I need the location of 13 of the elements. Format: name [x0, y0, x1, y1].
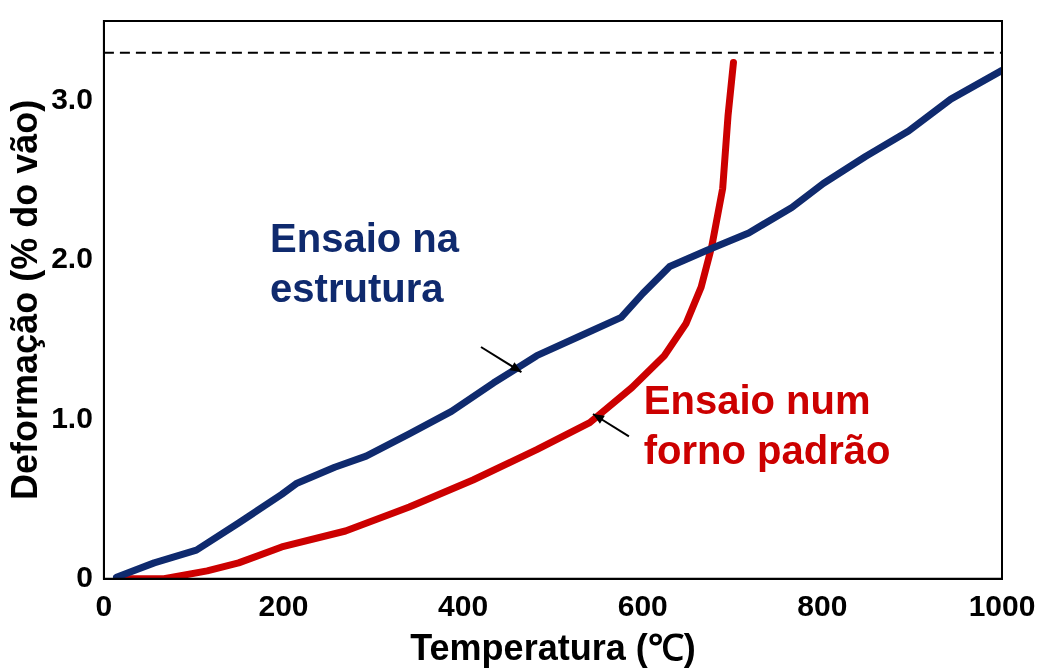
series-label: Ensaio na estrutura: [270, 216, 460, 311]
x-axis-title: Temperatura (℃): [410, 627, 696, 669]
x-tick-label: 1000: [968, 589, 1036, 623]
y-tick-label: 3.0: [51, 81, 93, 115]
x-tick-label: 800: [797, 589, 848, 623]
y-tick-label: 2.0: [51, 241, 93, 275]
x-tick-label: 200: [258, 589, 309, 623]
y-tick-label: 1.0: [51, 400, 93, 434]
x-tick-label: 400: [438, 589, 489, 623]
y-tick-label: 0: [76, 560, 93, 594]
y-axis-title: Deformação (% do vão): [3, 99, 45, 500]
x-tick-label: 600: [617, 589, 668, 623]
series-label: Ensaio num forno padrão: [643, 378, 891, 473]
